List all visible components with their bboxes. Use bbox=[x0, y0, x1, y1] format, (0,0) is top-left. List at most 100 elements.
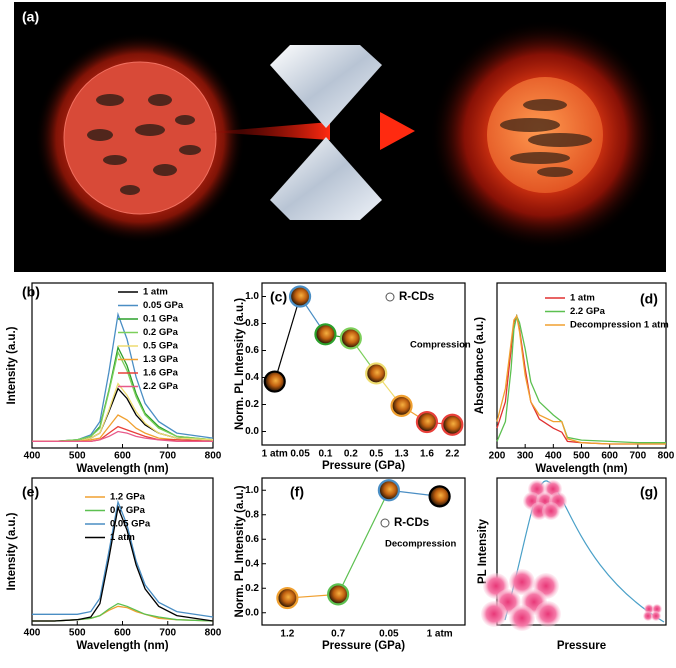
panel-a: (a) bbox=[14, 2, 666, 272]
legend-label: 0.05 GPa bbox=[110, 519, 151, 530]
panel: (e) Wavelength (nm) Intensity (a.u.) 400 500… bbox=[6, 477, 222, 652]
data-point bbox=[288, 285, 312, 308]
arrow-shaft bbox=[210, 122, 330, 140]
diamond-bottom bbox=[270, 137, 382, 220]
legend-marker bbox=[380, 518, 390, 528]
y-axis-label: Norm. PL Intensity (a.u.) bbox=[234, 485, 246, 617]
plot-frame bbox=[261, 282, 466, 446]
x-tick-label: 700 bbox=[159, 628, 176, 639]
arrow-head bbox=[380, 112, 415, 150]
y-tick-label: 0.8 bbox=[245, 509, 259, 520]
x-tick-label: 0.2 bbox=[344, 449, 358, 460]
x-axis-label: Wavelength (nm) bbox=[76, 640, 168, 652]
y-tick-label: 0.6 bbox=[245, 534, 259, 545]
data-point bbox=[428, 485, 451, 508]
panel-label: (g) bbox=[640, 484, 658, 500]
y-axis-label: Absorbance (a.u.) bbox=[474, 317, 486, 414]
x-axis-label: Pressure bbox=[557, 640, 606, 652]
x-tick-label: 200 bbox=[489, 451, 506, 462]
x-axis-label: Pressure (GPa) bbox=[322, 640, 405, 652]
y-tick-label: 0.8 bbox=[245, 318, 259, 329]
spectrum-line bbox=[32, 350, 214, 443]
y-tick-label: 0.2 bbox=[245, 399, 259, 410]
right-particles bbox=[500, 99, 592, 177]
panel-label: (c) bbox=[270, 289, 287, 305]
x-tick-label: 500 bbox=[573, 451, 590, 462]
legend-label: 2.2 GPa bbox=[143, 381, 179, 392]
panel: (g) Pressure PL Intensity bbox=[477, 477, 667, 652]
particle bbox=[643, 611, 653, 621]
particle bbox=[651, 611, 661, 621]
legend-label: 0.05 GPa bbox=[143, 300, 184, 311]
x-tick-label: 0.5 bbox=[369, 449, 383, 460]
x-tick-label: 800 bbox=[658, 451, 675, 462]
connector bbox=[337, 489, 390, 595]
annotation: Decompression bbox=[385, 539, 456, 550]
particle bbox=[542, 502, 560, 520]
legend-label: 0.7 GPa bbox=[110, 505, 146, 516]
x-tick-label: 300 bbox=[517, 451, 534, 462]
x-tick-label: 1 atm bbox=[262, 449, 288, 460]
y-axis-label: Intensity (a.u.) bbox=[6, 326, 18, 404]
y-tick-label: 0.4 bbox=[245, 558, 259, 569]
x-tick-label: 600 bbox=[114, 451, 131, 462]
legend-label: 0.2 GPa bbox=[143, 327, 179, 338]
panel-label: (f) bbox=[290, 484, 304, 500]
legend-label: 1.2 GPa bbox=[110, 492, 146, 503]
x-tick-label: 600 bbox=[601, 451, 618, 462]
data-point bbox=[327, 583, 350, 606]
x-tick-label: 1.6 bbox=[420, 449, 434, 460]
y-tick-label: 1.0 bbox=[245, 485, 259, 496]
spectrum-line bbox=[496, 313, 666, 444]
data-point bbox=[441, 413, 464, 436]
data-point bbox=[263, 370, 286, 393]
x-tick-label: 400 bbox=[24, 628, 41, 639]
x-tick-label: 0.05 bbox=[290, 449, 310, 460]
y-tick-label: 0.4 bbox=[245, 372, 259, 383]
panel-label: (d) bbox=[640, 291, 658, 307]
x-tick-label: 700 bbox=[629, 451, 646, 462]
x-tick-label: 1.3 bbox=[395, 449, 409, 460]
legend-label: R-CDs bbox=[394, 517, 429, 529]
legend-marker bbox=[385, 292, 395, 302]
y-axis-label: Norm. PL Intensity (a.u.) bbox=[234, 298, 246, 430]
legend-label: 1.3 GPa bbox=[143, 354, 179, 365]
left-particles bbox=[87, 94, 201, 195]
spectrum-line bbox=[32, 499, 214, 618]
particle bbox=[509, 605, 535, 631]
x-tick-label: 0.7 bbox=[331, 629, 345, 640]
panel: (b) Wavelength (nm) Intensity (a.u.) 400 500… bbox=[6, 282, 222, 475]
x-tick-label: 800 bbox=[205, 451, 222, 462]
x-tick-label: 500 bbox=[69, 451, 86, 462]
y-tick-label: 0.2 bbox=[245, 583, 259, 594]
panel: (c) Pressure (GPa) Norm. PL Intensity (a.u… bbox=[234, 282, 471, 472]
x-axis-label: Wavelength (nm) bbox=[76, 463, 168, 475]
spectrum-line bbox=[496, 314, 666, 445]
legend-label: 2.2 GPa bbox=[570, 306, 606, 317]
y-tick-label: 1.0 bbox=[245, 291, 259, 302]
legend-label: 1.6 GPa bbox=[143, 368, 179, 379]
x-tick-label: 800 bbox=[205, 628, 222, 639]
x-tick-label: 0.1 bbox=[318, 449, 332, 460]
plot-frame bbox=[496, 477, 667, 626]
legend-label: R-CDs bbox=[399, 291, 434, 303]
x-tick-label: 700 bbox=[159, 451, 176, 462]
plot-frame bbox=[31, 282, 214, 449]
panel-label: (b) bbox=[22, 284, 40, 300]
y-tick-label: 0.0 bbox=[245, 607, 259, 618]
spectrum-line bbox=[32, 505, 214, 622]
data-point bbox=[276, 586, 299, 610]
x-tick-label: 2.2 bbox=[445, 449, 459, 460]
diamond-top bbox=[270, 45, 382, 128]
legend-label: 0.1 GPa bbox=[143, 314, 179, 325]
legend-label: 1 atm bbox=[570, 293, 595, 304]
data-point bbox=[415, 410, 439, 434]
panel: (f) Pressure (GPa) Norm. PL Intensity (a.u… bbox=[234, 477, 466, 652]
x-axis-label: Wavelength (nm) bbox=[535, 463, 627, 475]
legend-label: Decompression 1 atm bbox=[570, 320, 669, 331]
particle bbox=[535, 601, 561, 627]
data-point bbox=[314, 323, 337, 346]
annotation: Compression bbox=[410, 340, 471, 351]
panel-label: (e) bbox=[22, 484, 39, 500]
